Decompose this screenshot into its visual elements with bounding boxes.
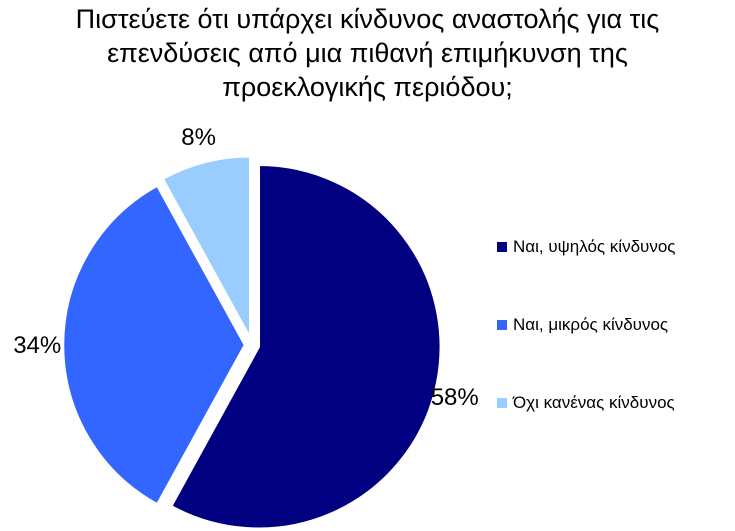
legend-label: Ναι, μικρός κίνδυνος	[513, 315, 669, 334]
chart-title-line-3: προεκλογικής περιόδου;	[222, 72, 513, 102]
data-label-low-risk: 34%	[13, 332, 61, 359]
legend-label: Όχι κανένας κίνδυνος	[513, 393, 675, 412]
chart-legend: Ναι, υψηλός κίνδυνος Ναι, μικρός κίνδυνο…	[497, 236, 676, 414]
data-label-high-risk: 58%	[431, 384, 479, 411]
slice-low-risk	[61, 183, 247, 507]
pie-slices	[61, 154, 442, 530]
chart-title-line-2: επενδύσεις από μια πιθανή επιμήκυνση της	[107, 38, 628, 68]
chart-title-line-1: Πιστεύετε ότι υπάρχει κίνδυνος αναστολής…	[75, 4, 660, 34]
data-label-no-risk: 8%	[181, 124, 216, 151]
legend-item-no-risk: Όχι κανένας κίνδυνος	[497, 392, 676, 414]
slice-high-risk	[169, 163, 442, 530]
slice-no-risk	[160, 154, 252, 339]
legend-item-low-risk: Ναι, μικρός κίνδυνος	[497, 314, 676, 336]
legend-swatch	[497, 242, 507, 252]
pie-data-labels: 58% 34% 8%	[13, 124, 479, 411]
legend-label: Ναι, υψηλός κίνδυνος	[513, 237, 676, 256]
legend-item-high-risk: Ναι, υψηλός κίνδυνος	[497, 236, 676, 258]
legend-swatch	[497, 398, 507, 408]
legend-swatch	[497, 320, 507, 330]
chart-title: Πιστεύετε ότι υπάρχει κίνδυνος αναστολής…	[0, 2, 735, 104]
